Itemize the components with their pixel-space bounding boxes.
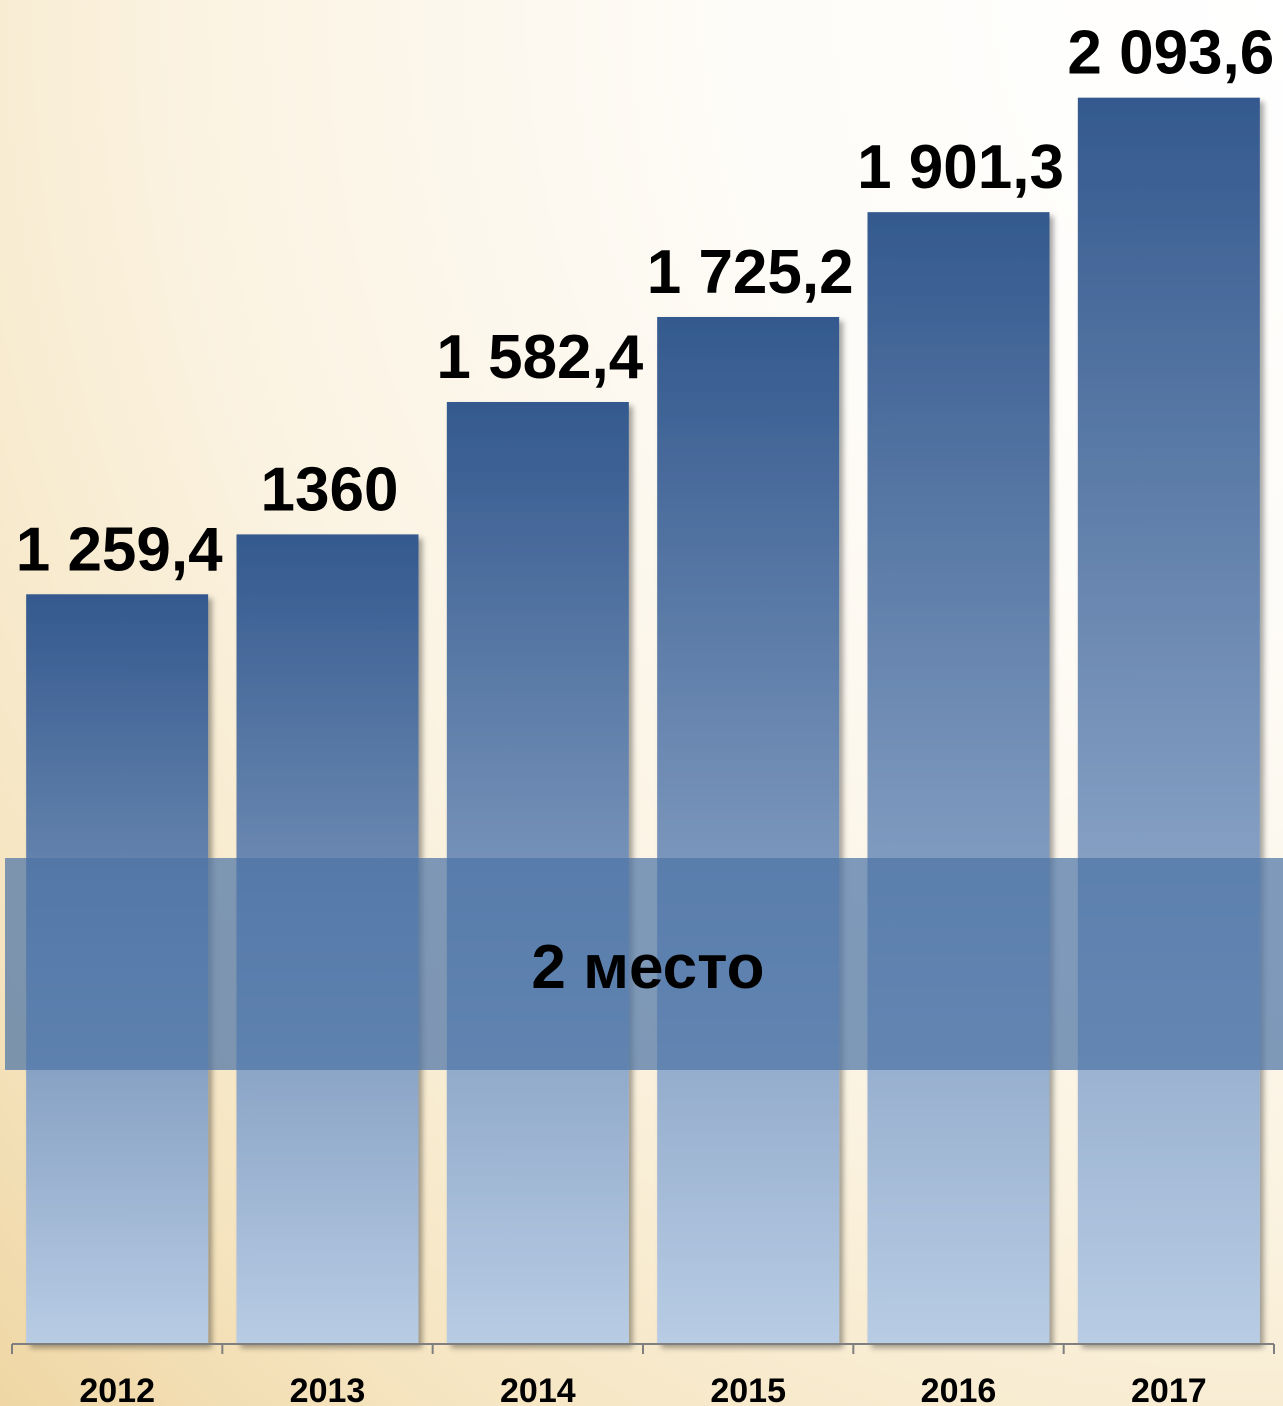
value-label-2017: 2 093,6 <box>1067 19 1274 88</box>
value-label-2014: 1 582,4 <box>436 323 643 392</box>
bar-2015 <box>657 316 840 1345</box>
rank-band <box>5 858 1283 1070</box>
value-labels: 1 259,4 1360 1 582,41 725,21 901,32 093,6 <box>16 19 1275 585</box>
value-label-2013: 1360 <box>261 455 399 524</box>
tick-label-2013: 2013 <box>290 1372 366 1406</box>
rank-annotation: 2 место <box>531 933 764 1002</box>
bar-2017 <box>1077 97 1260 1344</box>
bar-2016 <box>867 212 1050 1344</box>
bars <box>26 97 1260 1345</box>
tick-label-2016: 2016 <box>921 1372 997 1406</box>
value-label-2016: 1 901,3 <box>857 133 1064 202</box>
tick-label-2014: 2014 <box>500 1372 576 1406</box>
tick-label-2012: 2012 <box>79 1372 155 1406</box>
x-axis: 2012 2013 2014 2015 2016 2017 <box>11 1343 1275 1406</box>
tick-label-2017: 2017 <box>1131 1372 1207 1406</box>
tick-label-2015: 2015 <box>710 1372 786 1406</box>
value-label-2012: 1 259,4 <box>16 515 223 584</box>
value-label-2015: 1 725,2 <box>647 238 854 307</box>
